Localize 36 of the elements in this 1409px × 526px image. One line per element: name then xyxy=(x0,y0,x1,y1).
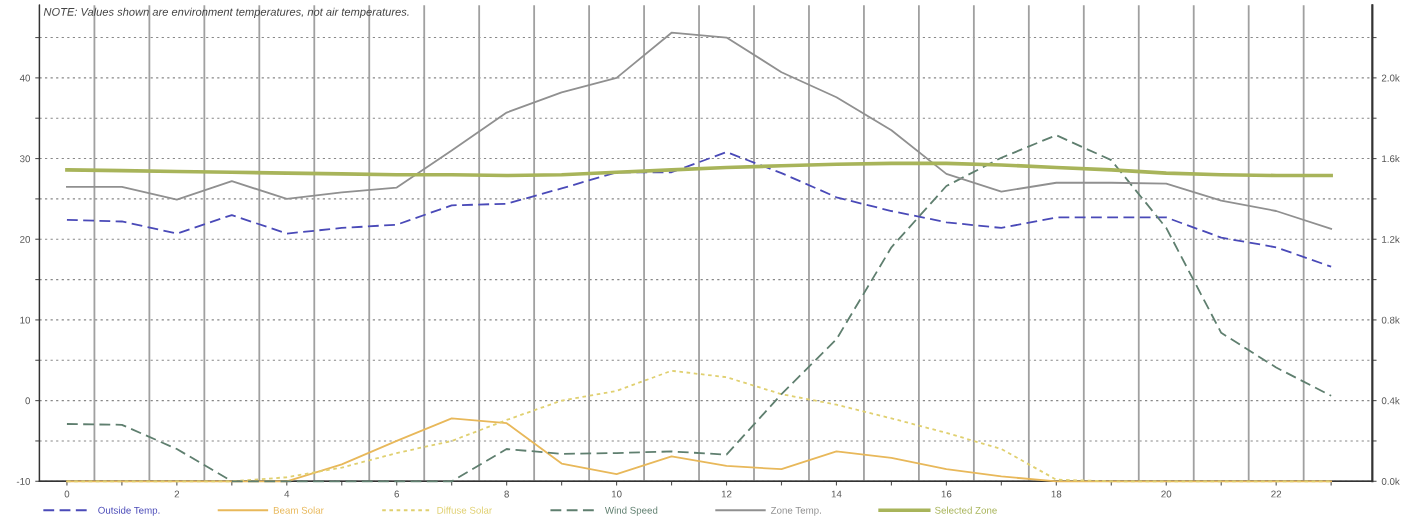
text: Wind Speed xyxy=(604,506,658,516)
x-tick-label: 4 xyxy=(284,490,290,498)
y-tick-label: 20 xyxy=(20,235,31,243)
y2-tick-label: 1.6k xyxy=(1382,155,1400,163)
y-tick-label: 30 xyxy=(19,155,31,163)
y2-tick-label: 1.2k xyxy=(1382,235,1400,243)
y2-tick-label: 0.0k xyxy=(1381,477,1400,485)
x-tick-label: 12 xyxy=(721,490,732,498)
x-tick-label: 10 xyxy=(611,490,622,498)
annotation: NOTE: Values shown are environment temperatures, not air temperatures. xyxy=(43,7,409,18)
y2-tick-label: 0.8k xyxy=(1381,316,1400,324)
y-tick-label: 10 xyxy=(20,316,31,324)
y2-tick-label: 0.4k xyxy=(1381,397,1400,405)
line-series xyxy=(66,417,1333,483)
x-tick-label: 8 xyxy=(504,490,509,498)
text: Zone Temp. xyxy=(770,506,821,516)
y-tick-label: 40 xyxy=(19,74,31,82)
y2-tick-label: 2.0k xyxy=(1381,74,1400,82)
line-series xyxy=(66,151,1333,268)
text: Selected Zone xyxy=(935,506,997,514)
line-series xyxy=(66,134,1333,483)
line-series xyxy=(65,161,1333,178)
y-tick-label: -10 xyxy=(16,478,31,485)
x-tick-label: 16 xyxy=(941,490,952,498)
y-tick-label: 0 xyxy=(25,397,31,405)
x-tick-label: 22 xyxy=(1271,490,1282,498)
line-series xyxy=(66,369,1333,483)
x-tick-label: 0 xyxy=(64,490,70,498)
x-tick-label: 18 xyxy=(1051,490,1062,498)
text: Outside Temp. xyxy=(98,506,160,516)
x-tick-label: 14 xyxy=(831,490,842,498)
x-tick-label: 20 xyxy=(1161,490,1172,498)
x-tick-label: 2 xyxy=(174,490,180,498)
x-tick-label: 6 xyxy=(394,490,399,498)
text: Diffuse Solar xyxy=(437,506,492,514)
text: Beam Solar xyxy=(273,506,324,514)
